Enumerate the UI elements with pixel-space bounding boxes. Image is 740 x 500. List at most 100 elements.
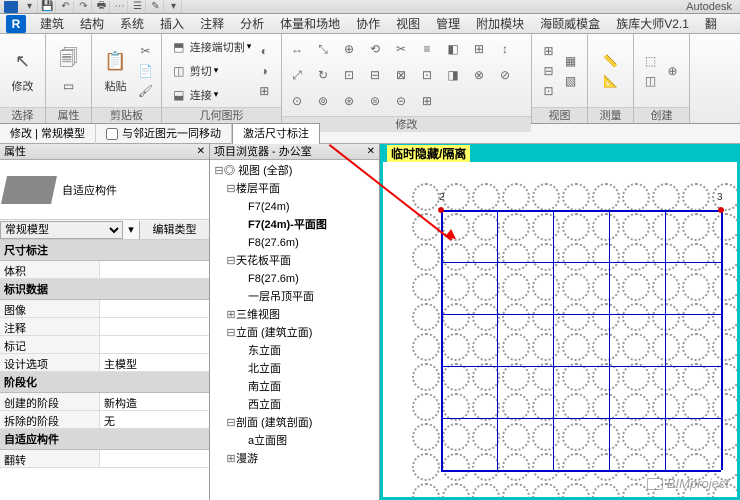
- modify-tool-icon[interactable]: ↔: [286, 38, 308, 60]
- cut-icon[interactable]: ✂: [137, 42, 155, 60]
- browser-header: 项目浏览器 - 办公室 ✕: [210, 144, 379, 160]
- modify-tab[interactable]: 修改 | 常规模型: [0, 124, 96, 144]
- qat-open-icon[interactable]: ▾: [22, 1, 38, 13]
- menu-insert[interactable]: 插入: [152, 14, 192, 34]
- properties-button[interactable]: 🗐▭: [52, 47, 86, 95]
- modify-tool-icon[interactable]: ⊡: [416, 64, 438, 86]
- modify-tool-icon[interactable]: ⊞: [468, 38, 490, 60]
- cope-button[interactable]: ⬒连接端切割▾: [170, 38, 252, 56]
- move-with-neighbors-checkbox[interactable]: 与邻近图元一同移动: [96, 124, 232, 144]
- grid-handle[interactable]: [718, 207, 724, 213]
- modify-tool-icon[interactable]: ⊚: [312, 90, 334, 112]
- view-icon[interactable]: ⊡: [540, 82, 558, 100]
- create-icon[interactable]: ◫: [642, 72, 660, 90]
- view-icon[interactable]: ⊞: [540, 42, 558, 60]
- modify-tool-icon[interactable]: ◧: [442, 38, 464, 60]
- tree-node[interactable]: ⊞漫游: [212, 450, 377, 468]
- modify-tool-icon[interactable]: ⊜: [364, 90, 386, 112]
- join-button[interactable]: ⬓连接▾: [170, 86, 252, 104]
- menu-struct[interactable]: 结构: [72, 14, 112, 34]
- geom-icon[interactable]: ⊞: [255, 82, 273, 100]
- menu-annotate[interactable]: 注释: [192, 14, 232, 34]
- checkbox[interactable]: [106, 128, 118, 140]
- properties-icon: 🗐: [55, 47, 83, 75]
- tree-node[interactable]: ⊞三维视图: [212, 306, 377, 324]
- tree-node[interactable]: ⊟立面 (建筑立面): [212, 324, 377, 342]
- tree-node[interactable]: 南立面: [212, 378, 377, 396]
- create-icon[interactable]: ⊕: [664, 62, 682, 80]
- filter-select[interactable]: 常规模型: [0, 221, 123, 239]
- qat-print-icon[interactable]: 🖶: [94, 1, 110, 13]
- tree-node[interactable]: a立面图: [212, 432, 377, 450]
- qat-more-icon[interactable]: ⋯: [112, 1, 128, 13]
- tree-node[interactable]: F8(27.6m): [212, 270, 377, 288]
- menu-arch[interactable]: 建筑: [32, 14, 72, 34]
- modify-tool-icon[interactable]: ⊟: [364, 64, 386, 86]
- modify-tool-icon[interactable]: ⤡: [312, 38, 334, 60]
- copy-icon[interactable]: 📄: [137, 62, 155, 80]
- menu-view[interactable]: 视图: [388, 14, 428, 34]
- tree-node[interactable]: 东立面: [212, 342, 377, 360]
- modify-tool-icon[interactable]: ⊘: [494, 64, 516, 86]
- modify-button[interactable]: ↖修改: [6, 48, 40, 94]
- modify-tool-icon[interactable]: ⊝: [390, 90, 412, 112]
- modify-tool-icon[interactable]: ✂: [390, 38, 412, 60]
- measure-icon[interactable]: 📐: [602, 72, 620, 90]
- create-icon[interactable]: ⬚: [642, 52, 660, 70]
- view-icon[interactable]: ⊟: [540, 62, 558, 80]
- qat-undo-icon[interactable]: ↶: [58, 1, 74, 13]
- measure-icon[interactable]: 📏: [602, 52, 620, 70]
- tree-node[interactable]: F8(27.6m): [212, 234, 377, 252]
- modify-tool-icon[interactable]: ↕: [494, 38, 516, 60]
- modify-tool-icon[interactable]: ⊠: [390, 64, 412, 86]
- menu-system[interactable]: 系统: [112, 14, 152, 34]
- geom-icon[interactable]: ◑: [255, 62, 273, 80]
- tree-node[interactable]: 北立面: [212, 360, 377, 378]
- modify-tool-icon[interactable]: ↻: [312, 64, 334, 86]
- qat-icon[interactable]: ✎: [148, 1, 164, 13]
- tree-node[interactable]: F7(24m)-平面图: [212, 216, 377, 234]
- modify-tool-icon[interactable]: ⊕: [338, 38, 360, 60]
- tree-node[interactable]: 一层吊顶平面: [212, 288, 377, 306]
- modify-tool-icon[interactable]: ⤢: [286, 64, 308, 86]
- menu-addin[interactable]: 附加模块: [468, 14, 532, 34]
- paste-button[interactable]: 📋粘贴: [99, 48, 133, 94]
- tree-node[interactable]: F7(24m): [212, 198, 377, 216]
- menu-collab[interactable]: 协作: [348, 14, 388, 34]
- tree-node[interactable]: 西立面: [212, 396, 377, 414]
- tree-node[interactable]: ⊟剖面 (建筑剖面): [212, 414, 377, 432]
- view-icon[interactable]: ▦: [562, 52, 580, 70]
- menu-plugin2[interactable]: 族库大师V2.1: [608, 14, 697, 34]
- tree-node[interactable]: ⊟楼层平面: [212, 180, 377, 198]
- modify-tool-icon[interactable]: ◨: [442, 64, 464, 86]
- grid-handle[interactable]: [438, 207, 444, 213]
- file-menu-icon[interactable]: R: [6, 15, 26, 33]
- menu-plugin1[interactable]: 海颐威模盒: [532, 14, 608, 34]
- modify-tool-icon[interactable]: ⊛: [338, 90, 360, 112]
- menu-analyze[interactable]: 分析: [232, 14, 272, 34]
- qat-save-icon[interactable]: 💾: [40, 1, 56, 13]
- view-icon[interactable]: ▧: [562, 72, 580, 90]
- activate-dim-button[interactable]: 激活尺寸标注: [232, 123, 320, 144]
- modify-tool-icon[interactable]: ⟲: [364, 38, 386, 60]
- modify-tool-icon[interactable]: ⊙: [286, 90, 308, 112]
- modify-tool-icon[interactable]: ⊡: [338, 64, 360, 86]
- view-canvas[interactable]: 临时隐藏/隔离 2 3 BIMp: [380, 144, 740, 500]
- prop-row: 图像: [0, 300, 209, 318]
- menu-more[interactable]: 翻: [697, 14, 725, 34]
- modify-tool-icon[interactable]: ≡: [416, 38, 438, 60]
- menu-manage[interactable]: 管理: [428, 14, 468, 34]
- qat-icon[interactable]: ☰: [130, 1, 146, 13]
- qat-icon[interactable]: ▾: [166, 1, 182, 13]
- close-icon[interactable]: ✕: [367, 144, 375, 159]
- qat-redo-icon[interactable]: ↷: [76, 1, 92, 13]
- geom-icon[interactable]: ◐: [255, 42, 273, 60]
- modify-tool-icon[interactable]: ⊗: [468, 64, 490, 86]
- match-icon[interactable]: 🖌: [137, 82, 155, 100]
- cut-button[interactable]: ◫剪切▾: [170, 62, 252, 80]
- menu-mass[interactable]: 体量和场地: [272, 14, 348, 34]
- close-icon[interactable]: ✕: [197, 144, 205, 159]
- modify-tool-icon[interactable]: ⊞: [416, 90, 438, 112]
- edit-type-button[interactable]: 编辑类型: [139, 221, 209, 239]
- tree-node[interactable]: ⊟天花板平面: [212, 252, 377, 270]
